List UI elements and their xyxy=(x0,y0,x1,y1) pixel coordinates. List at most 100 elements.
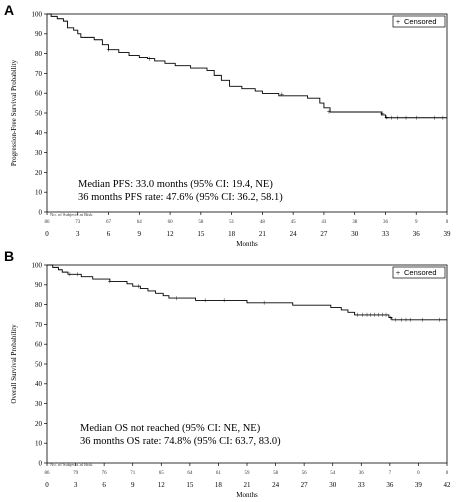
censor-mark: + xyxy=(409,316,414,325)
censor-mark: + xyxy=(376,311,381,320)
censor-mark: + xyxy=(222,296,227,305)
x-tick-label: 18 xyxy=(228,230,236,238)
censor-mark: + xyxy=(280,90,285,99)
risk-count: 73 xyxy=(75,220,81,225)
censor-mark: + xyxy=(365,311,370,320)
risk-count: 36 xyxy=(383,220,389,225)
risk-count: 51 xyxy=(229,220,235,225)
risk-count: 56 xyxy=(302,471,308,476)
censor-mark: + xyxy=(420,316,425,325)
risk-count: 65 xyxy=(159,471,165,476)
y-axis-label: Progression-Free Survival Probability xyxy=(10,59,18,166)
censor-mark: + xyxy=(389,114,394,123)
censor-mark: + xyxy=(372,311,377,320)
legend-box xyxy=(392,15,446,28)
risk-count: 54 xyxy=(330,471,336,476)
y-axis-label: Overall Survival Probability xyxy=(10,324,18,404)
x-tick-label: 6 xyxy=(102,481,106,489)
censor-mark: + xyxy=(404,316,409,325)
risk-count: 58 xyxy=(198,220,204,225)
x-tick-label: 24 xyxy=(290,230,298,238)
km-survival-curve xyxy=(47,13,447,119)
risk-count: 7 xyxy=(389,471,392,476)
legend-box xyxy=(392,266,446,279)
y-tick-label: 90 xyxy=(35,30,43,38)
risk-count: 0 xyxy=(446,471,449,476)
censor-mark: + xyxy=(384,113,389,122)
x-tick-label: 30 xyxy=(329,481,337,489)
censor-mark: + xyxy=(360,311,365,320)
risk-count: 71 xyxy=(130,471,136,476)
risk-count: 38 xyxy=(352,220,358,225)
x-tick-label: 30 xyxy=(351,230,359,238)
risk-count: 58 xyxy=(273,471,279,476)
censor-mark: + xyxy=(174,294,179,303)
censor-mark: + xyxy=(396,114,401,123)
censor-mark: + xyxy=(355,311,360,320)
legend-label: Censored xyxy=(404,17,437,26)
y-tick-label: 0 xyxy=(39,208,43,216)
censor-mark: + xyxy=(437,316,442,325)
y-tick-label: 100 xyxy=(32,261,43,269)
y-tick-label: 60 xyxy=(35,341,43,349)
y-tick-label: 40 xyxy=(35,129,43,137)
x-tick-label: 27 xyxy=(301,481,309,489)
risk-count: 43 xyxy=(321,220,327,225)
x-tick-label: 12 xyxy=(167,230,175,238)
censor-mark: + xyxy=(404,114,409,123)
censor-mark: + xyxy=(147,54,152,63)
risk-count: 76 xyxy=(102,471,108,476)
y-tick-label: 60 xyxy=(35,90,43,98)
censor-mark: + xyxy=(106,45,111,54)
legend-censor-symbol: + xyxy=(396,268,401,277)
legend-censor-symbol: + xyxy=(396,17,401,26)
censor-mark: + xyxy=(441,114,446,123)
risk-count: 67 xyxy=(106,220,112,225)
y-tick-label: 40 xyxy=(35,380,43,388)
censor-mark: + xyxy=(203,296,208,305)
x-tick-label: 9 xyxy=(138,230,142,238)
risk-count: 0 xyxy=(417,471,420,476)
censor-mark: + xyxy=(108,277,113,286)
x-tick-label: 27 xyxy=(320,230,328,238)
censor-mark: + xyxy=(380,311,385,320)
risk-count: 79 xyxy=(73,471,79,476)
risk-count: 86 xyxy=(45,220,51,225)
y-tick-label: 10 xyxy=(35,440,43,448)
x-tick-label: 33 xyxy=(358,481,366,489)
x-tick-label: 0 xyxy=(45,230,49,238)
y-tick-label: 20 xyxy=(35,169,43,177)
panel-b-label: B xyxy=(4,248,15,264)
x-tick-label: 3 xyxy=(76,230,80,238)
risk-count: 60 xyxy=(168,220,174,225)
censor-mark: + xyxy=(75,270,80,279)
x-tick-label: 15 xyxy=(186,481,194,489)
censor-mark: + xyxy=(262,299,267,308)
x-tick-label: 3 xyxy=(74,481,78,489)
y-tick-label: 70 xyxy=(35,70,43,78)
y-tick-label: 80 xyxy=(35,301,43,309)
censor-mark: + xyxy=(68,270,73,279)
y-tick-label: 30 xyxy=(35,400,43,408)
censor-mark: + xyxy=(380,109,385,118)
censor-mark: + xyxy=(432,114,437,123)
x-tick-label: 0 xyxy=(45,481,49,489)
x-tick-label: 39 xyxy=(444,230,452,238)
y-tick-label: 80 xyxy=(35,50,43,58)
censor-mark: + xyxy=(414,114,419,123)
x-tick-label: 15 xyxy=(197,230,205,238)
y-tick-label: 90 xyxy=(35,281,43,289)
x-tick-label: 36 xyxy=(386,481,394,489)
y-tick-label: 30 xyxy=(35,149,43,157)
risk-count: 0 xyxy=(446,220,449,225)
panel-a-label: A xyxy=(4,2,15,18)
risk-count: 86 xyxy=(45,471,51,476)
y-tick-label: 0 xyxy=(39,459,43,467)
risk-count: 64 xyxy=(137,220,143,225)
censor-mark: + xyxy=(389,313,394,322)
censor-mark: + xyxy=(384,311,389,320)
censor-mark: + xyxy=(136,282,141,291)
x-axis-label: Months xyxy=(236,491,258,499)
